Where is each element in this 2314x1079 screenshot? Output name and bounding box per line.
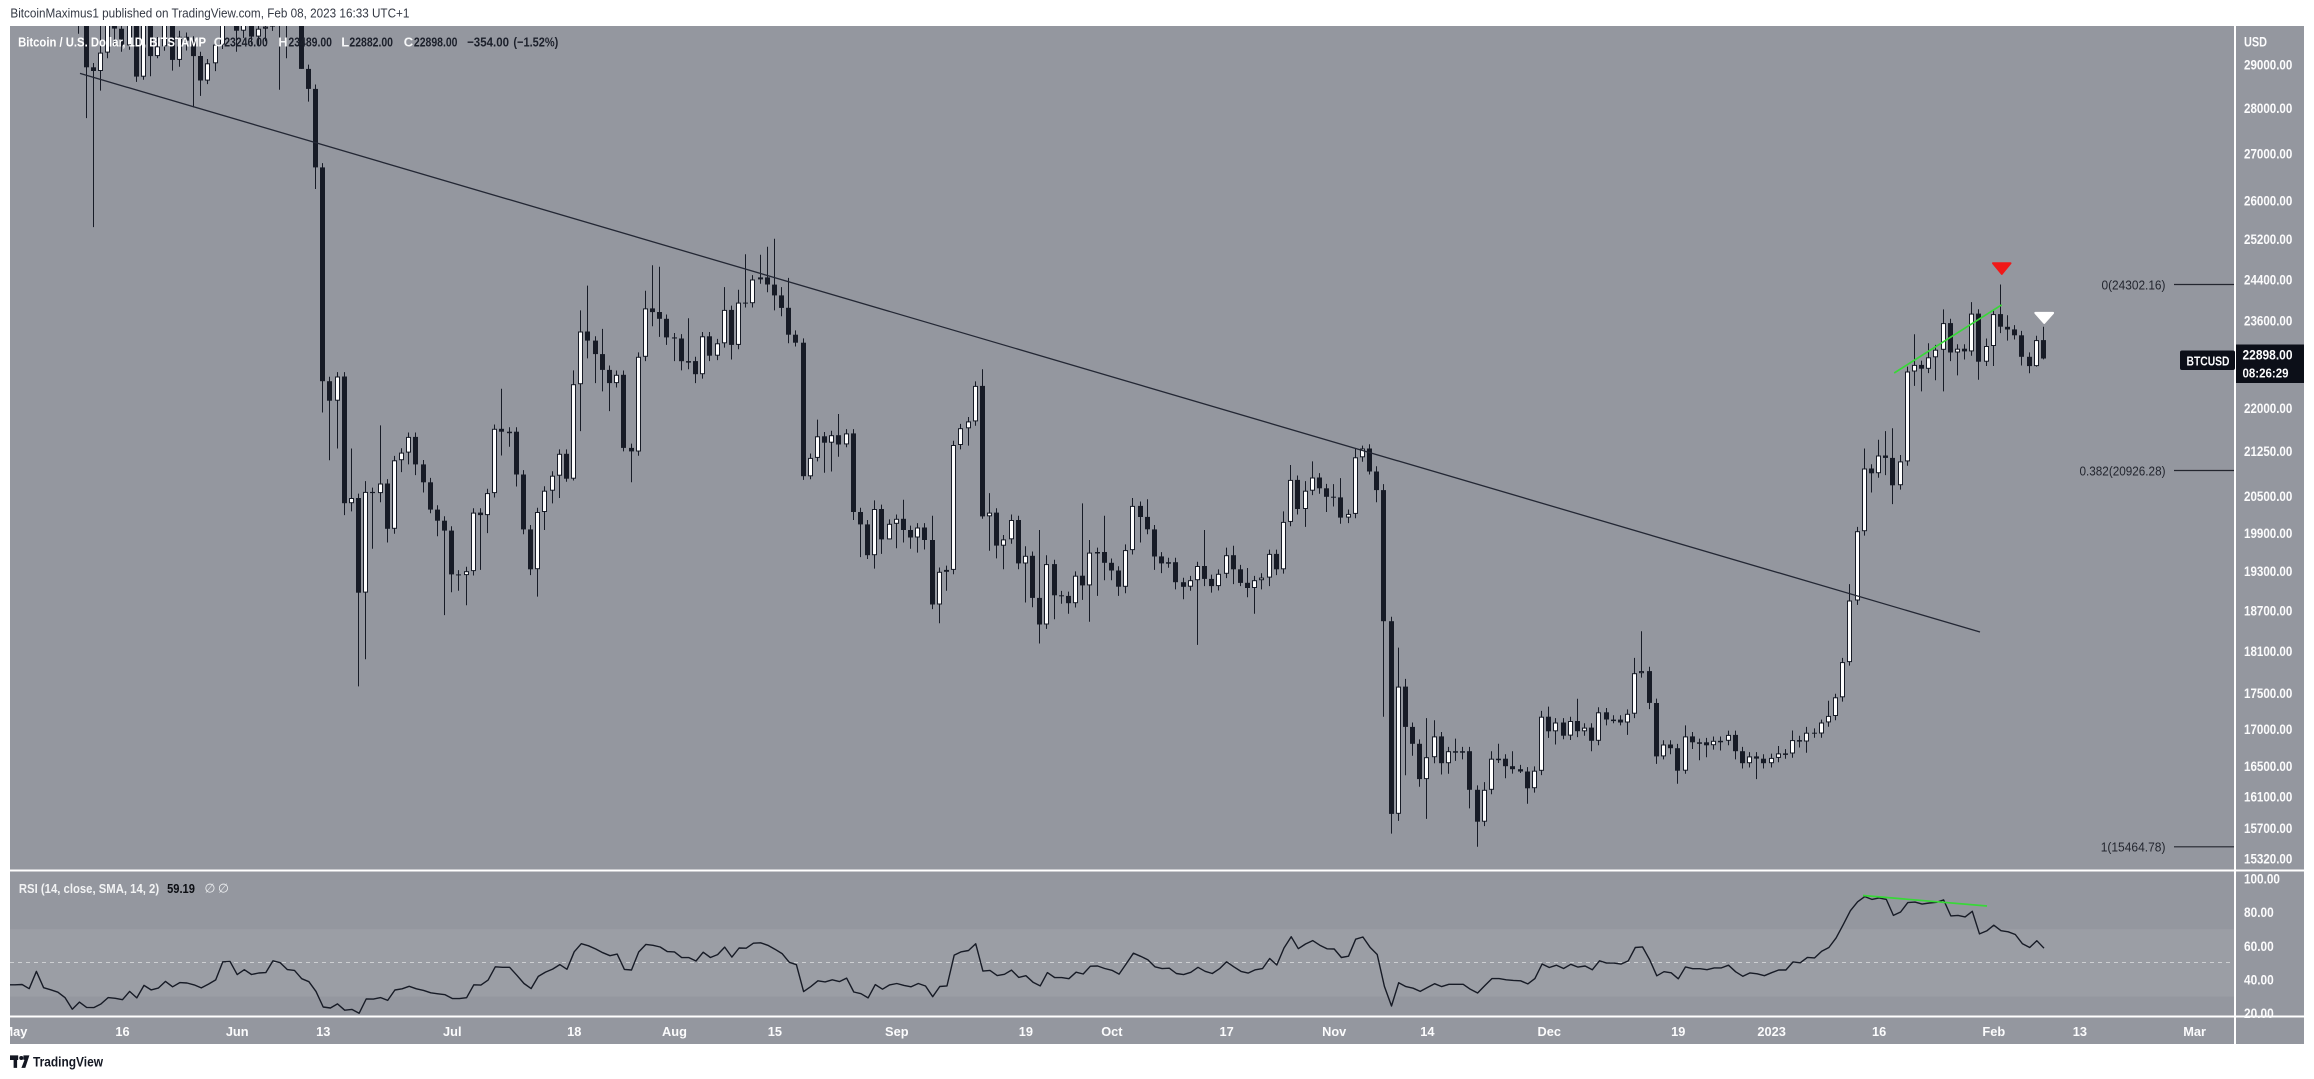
svg-text:H: H <box>278 35 287 50</box>
svg-text:Sep: Sep <box>885 1024 909 1039</box>
svg-text:19: 19 <box>1019 1024 1033 1039</box>
svg-text:Feb: Feb <box>1982 1024 2005 1039</box>
svg-text:23489.00: 23489.00 <box>288 35 332 50</box>
svg-text:Dec: Dec <box>1538 1024 1561 1039</box>
svg-text:15320.00: 15320.00 <box>2244 851 2292 866</box>
svg-text:21250.00: 21250.00 <box>2244 444 2292 459</box>
svg-text:C: C <box>404 35 414 50</box>
svg-text:60.00: 60.00 <box>2244 939 2274 954</box>
svg-text:20500.00: 20500.00 <box>2244 489 2292 504</box>
svg-text:USD: USD <box>2244 34 2267 49</box>
svg-text:16: 16 <box>1872 1024 1886 1039</box>
svg-text:22000.00: 22000.00 <box>2244 401 2292 416</box>
svg-text:22882.00: 22882.00 <box>349 35 393 50</box>
svg-text:Jul: Jul <box>443 1024 462 1039</box>
svg-text:17500.00: 17500.00 <box>2244 686 2292 701</box>
svg-text:26000.00: 26000.00 <box>2244 193 2292 208</box>
svg-text:15700.00: 15700.00 <box>2244 821 2292 836</box>
svg-text:Oct: Oct <box>1101 1024 1123 1039</box>
svg-text:∅: ∅ <box>218 881 229 895</box>
svg-text:17000.00: 17000.00 <box>2244 722 2292 737</box>
svg-text:18100.00: 18100.00 <box>2244 644 2292 659</box>
svg-text:16500.00: 16500.00 <box>2244 759 2292 774</box>
svg-text:25200.00: 25200.00 <box>2244 232 2292 247</box>
svg-text:100.00: 100.00 <box>2244 872 2280 887</box>
svg-text:20.00: 20.00 <box>2244 1006 2274 1021</box>
svg-text:RSI (14, close, SMA, 14, 2): RSI (14, close, SMA, 14, 2) <box>19 881 159 896</box>
svg-text:29000.00: 29000.00 <box>2244 57 2292 72</box>
svg-text:80.00: 80.00 <box>2244 905 2274 920</box>
svg-text:14: 14 <box>1420 1024 1435 1039</box>
svg-text:13: 13 <box>2073 1024 2087 1039</box>
svg-text:Jun: Jun <box>226 1024 249 1039</box>
svg-text:19300.00: 19300.00 <box>2244 564 2292 579</box>
svg-text:08:26:29: 08:26:29 <box>2243 367 2289 381</box>
svg-text:Nov: Nov <box>1322 1024 1347 1039</box>
svg-text:16100.00: 16100.00 <box>2244 790 2292 805</box>
svg-text:40.00: 40.00 <box>2244 973 2274 988</box>
svg-text:17: 17 <box>1219 1024 1233 1039</box>
svg-text:19: 19 <box>1671 1024 1685 1039</box>
svg-text:22898.00: 22898.00 <box>414 35 458 50</box>
svg-text:59.19: 59.19 <box>167 881 195 896</box>
svg-text:22898.00: 22898.00 <box>2243 348 2293 363</box>
svg-text:15: 15 <box>768 1024 782 1039</box>
svg-text:2023: 2023 <box>1757 1024 1785 1039</box>
svg-text:−354.00: −354.00 <box>467 35 509 50</box>
svg-text:0.382(20926.28): 0.382(20926.28) <box>2080 463 2166 478</box>
svg-text:23600.00: 23600.00 <box>2244 314 2292 329</box>
svg-text:∅: ∅ <box>205 881 216 895</box>
svg-text:18700.00: 18700.00 <box>2244 603 2292 618</box>
svg-text:1(15464.78): 1(15464.78) <box>2101 840 2166 855</box>
svg-text:L: L <box>341 35 349 50</box>
svg-text:23246.00: 23246.00 <box>224 35 268 50</box>
svg-text:May: May <box>2 1024 28 1039</box>
svg-text:BitcoinMaximus1 published on T: BitcoinMaximus1 published on TradingView… <box>10 6 409 20</box>
svg-text:O: O <box>214 35 224 50</box>
svg-text:24400.00: 24400.00 <box>2244 272 2292 287</box>
svg-text:16: 16 <box>115 1024 129 1039</box>
svg-text:13: 13 <box>316 1024 330 1039</box>
svg-text:28000.00: 28000.00 <box>2244 101 2292 116</box>
svg-text:TradingView: TradingView <box>33 1055 104 1071</box>
svg-text:18: 18 <box>567 1024 581 1039</box>
svg-text:(−1.52%): (−1.52%) <box>513 35 558 50</box>
svg-text:0(24302.16): 0(24302.16) <box>2102 277 2166 292</box>
svg-text:19900.00: 19900.00 <box>2244 526 2292 541</box>
svg-text:Mar: Mar <box>2183 1024 2206 1039</box>
svg-text:Bitcoin / U.S. Dollar, 1D, BIT: Bitcoin / U.S. Dollar, 1D, BITSTAMP <box>18 35 206 50</box>
svg-text:BTCUSD: BTCUSD <box>2187 353 2230 368</box>
svg-text:Aug: Aug <box>662 1024 687 1039</box>
svg-text:27000.00: 27000.00 <box>2244 146 2292 161</box>
